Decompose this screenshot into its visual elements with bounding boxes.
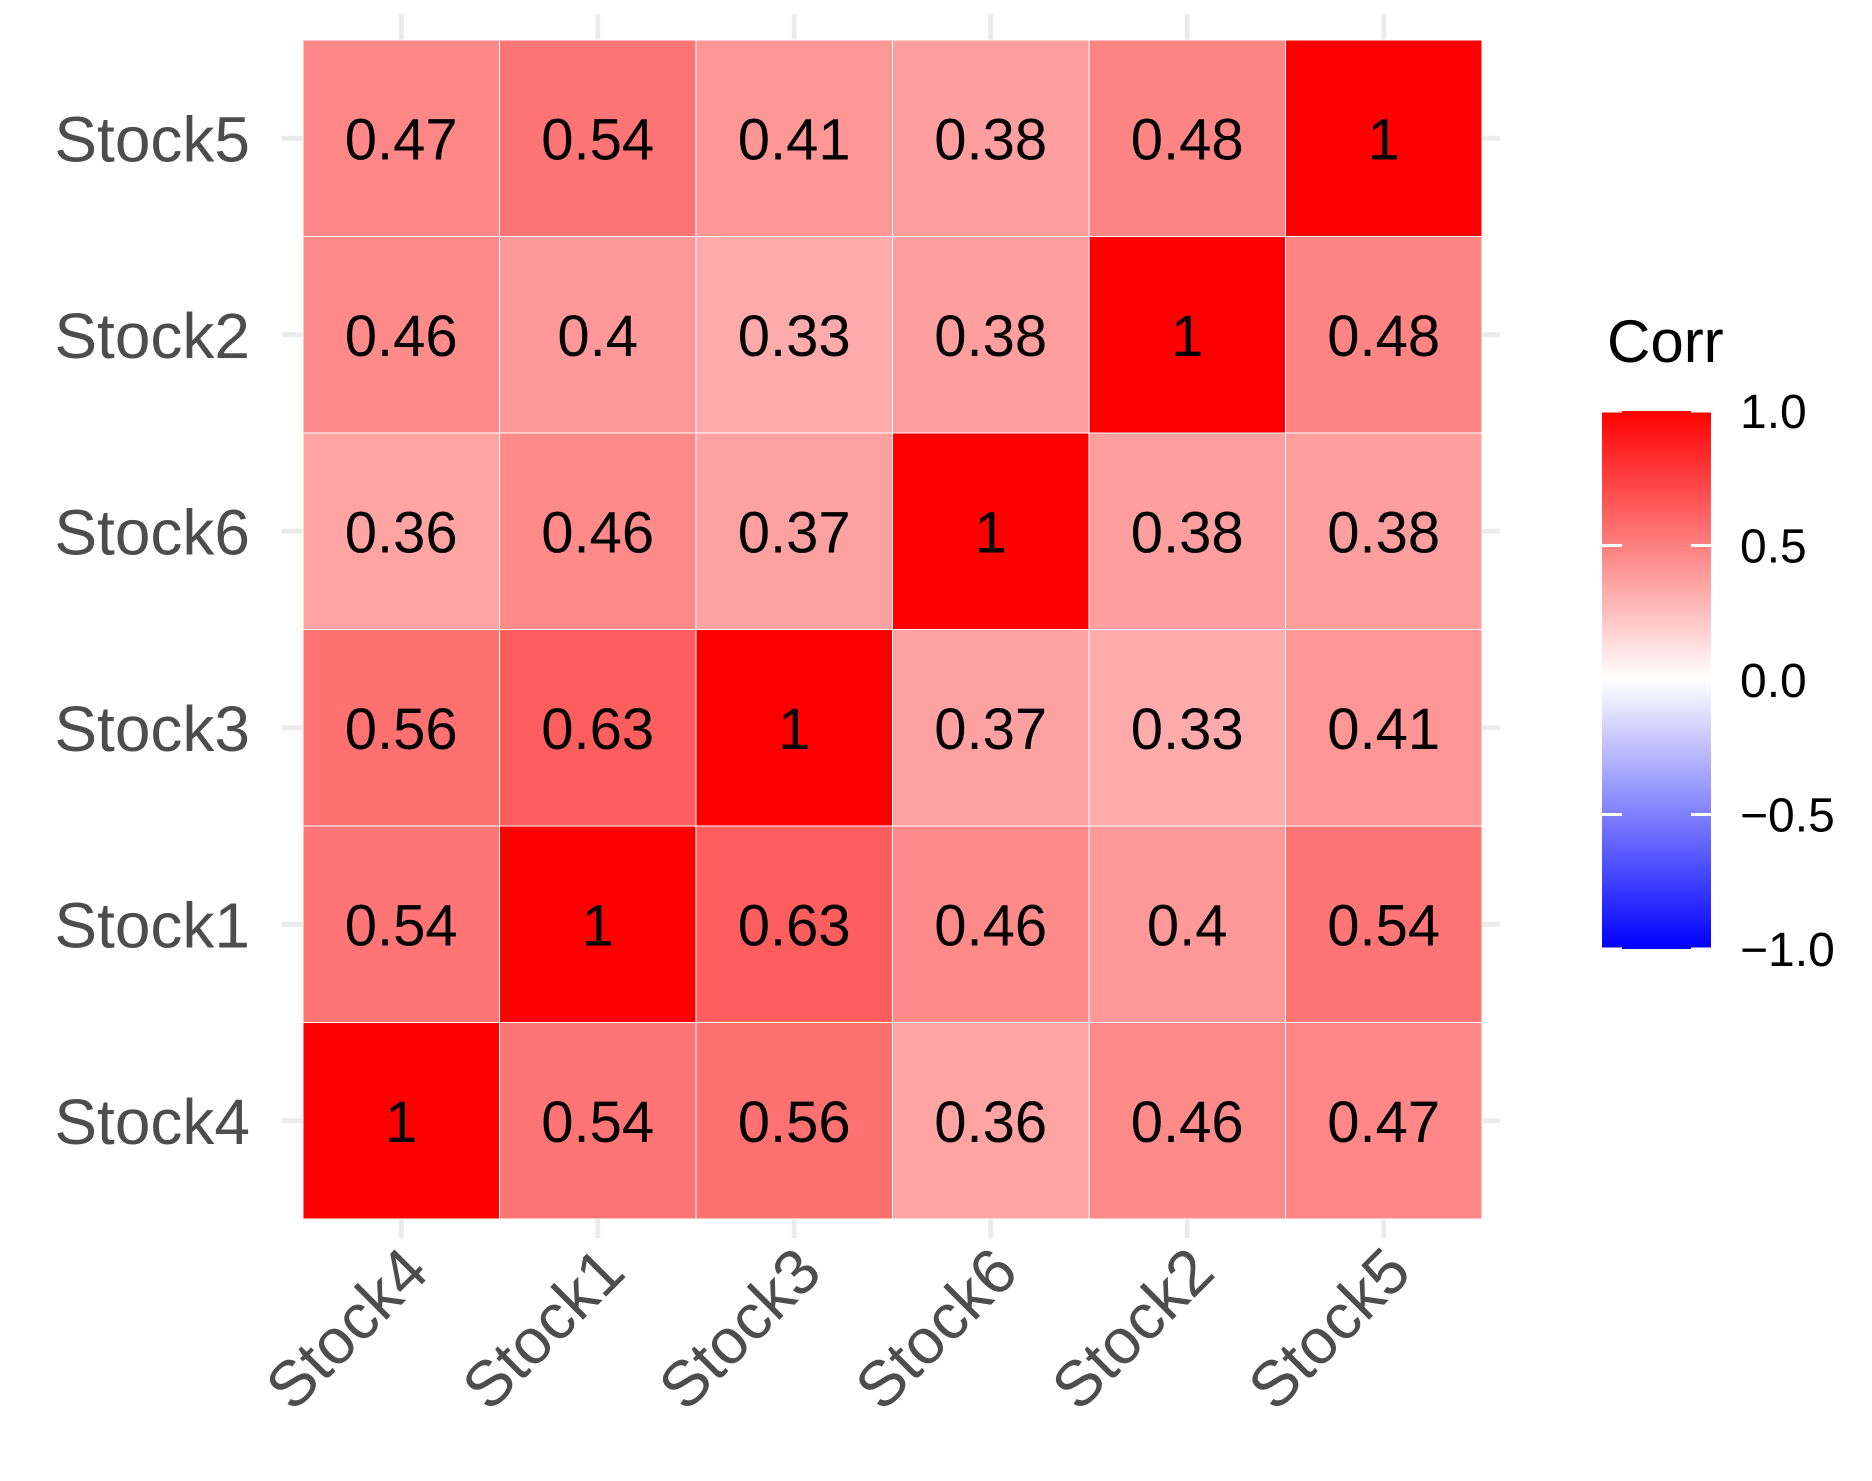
heatmap-cell <box>302 825 500 1023</box>
x-tick-label: Stock3 <box>645 1234 834 1423</box>
heatmap-cell <box>1285 825 1483 1023</box>
x-tick-label: Stock6 <box>841 1234 1030 1423</box>
heatmap-cell <box>695 629 893 827</box>
cell-value-label: 0.56 <box>345 697 458 762</box>
heatmap-cell <box>1088 629 1286 827</box>
legend-tick-label: 1.0 <box>1740 386 1807 439</box>
cell-value-label: 0.54 <box>541 107 654 172</box>
heatmap-cell <box>695 39 893 237</box>
heatmap-cell <box>892 629 1090 827</box>
heatmap-cell <box>1285 432 1483 630</box>
cell-value-label: 0.48 <box>1131 107 1244 172</box>
cell-value-label: 1 <box>1368 107 1400 172</box>
legend-tick-label: 0.0 <box>1740 655 1807 708</box>
cell-value-label: 0.38 <box>1131 500 1244 565</box>
heatmap-cell <box>1285 1022 1483 1220</box>
cell-value-label: 0.41 <box>1327 697 1440 762</box>
legend-ticks: 1.0 0.5 0.0 −0.5 −1.0 <box>1602 386 1835 977</box>
y-tick-label: Stock4 <box>54 1086 250 1158</box>
heatmap-cell <box>1088 236 1286 434</box>
cell-value-label: 1 <box>1171 304 1203 369</box>
y-tick-label: Stock2 <box>54 300 250 372</box>
heatmap-cell <box>1285 236 1483 434</box>
heatmap-cell <box>1088 39 1286 237</box>
cell-value-label: 0.46 <box>934 893 1047 958</box>
cell-value-label: 0.4 <box>1147 893 1228 958</box>
cell-value-label: 0.54 <box>1327 893 1440 958</box>
y-tick-label: Stock5 <box>54 103 250 175</box>
cell-value-label: 1 <box>778 697 810 762</box>
heatmap-cell <box>499 236 697 434</box>
heatmap-cell <box>892 825 1090 1023</box>
heatmap-cell <box>302 629 500 827</box>
heatmap-cell <box>499 39 697 237</box>
cell-value-label: 0.46 <box>1131 1090 1244 1155</box>
cell-value-label: 0.37 <box>934 697 1047 762</box>
cell-value-label: 1 <box>975 500 1007 565</box>
legend-tick-label: −1.0 <box>1740 924 1835 977</box>
heatmap-cell <box>499 629 697 827</box>
x-tick-label: Stock1 <box>448 1234 637 1423</box>
heatmap-cell <box>892 39 1090 237</box>
cell-value-label: 0.47 <box>345 107 458 172</box>
heatmap-cell <box>1088 825 1286 1023</box>
heatmap-cells <box>302 39 1483 1220</box>
heatmap-cell <box>499 432 697 630</box>
x-tick-label: Stock5 <box>1234 1234 1423 1423</box>
heatmap-cell <box>499 1022 697 1220</box>
cell-value-label: 0.54 <box>541 1090 654 1155</box>
cell-value-label: 0.47 <box>1327 1090 1440 1155</box>
heatmap-cell <box>695 236 893 434</box>
cell-value-label: 0.36 <box>934 1090 1047 1155</box>
cell-value-label: 0.33 <box>738 304 851 369</box>
cell-value-label: 0.63 <box>541 697 654 762</box>
cell-value-label: 1 <box>385 1090 417 1155</box>
cell-value-label: 0.41 <box>738 107 851 172</box>
cell-value-label: 0.38 <box>1327 500 1440 565</box>
heatmap-cell <box>302 1022 500 1220</box>
cell-value-label: 0.38 <box>934 107 1047 172</box>
legend-tick-label: 0.5 <box>1740 521 1807 574</box>
heatmap-cell <box>1088 1022 1286 1220</box>
cell-value-label: 0.38 <box>934 304 1047 369</box>
cell-value-label: 0.33 <box>1131 697 1244 762</box>
legend-title: Corr <box>1607 308 1724 375</box>
x-axis: Stock4 Stock1 Stock3 Stock6 Stock2 Stock5 <box>252 1234 1424 1423</box>
cell-value-label: 0.56 <box>738 1090 851 1155</box>
heatmap-cell <box>302 39 500 237</box>
color-legend: Corr 1.0 0.5 0.0 −0.5 −1.0 <box>1602 308 1835 977</box>
y-tick-label: Stock1 <box>54 889 250 961</box>
heatmap-cell <box>1285 629 1483 827</box>
heatmap-cell <box>1285 39 1483 237</box>
cell-value-label: 0.63 <box>738 893 851 958</box>
heatmap-cell <box>695 432 893 630</box>
cell-value-label: 1 <box>582 893 614 958</box>
x-tick-label: Stock2 <box>1038 1234 1227 1423</box>
x-tick-label: Stock4 <box>252 1234 441 1423</box>
cell-value-label: 0.46 <box>541 500 654 565</box>
cell-value-label: 0.54 <box>345 893 458 958</box>
heatmap-cell <box>892 432 1090 630</box>
cell-value-labels: 1 0.54 0.56 0.36 0.46 0.47 0.54 1 0.63 0.46 0.4 0.5… <box>345 107 1440 1155</box>
heatmap-cell <box>1088 432 1286 630</box>
cell-value-label: 0.4 <box>557 304 638 369</box>
y-axis: Stock4 Stock1 Stock3 Stock6 Stock2 Stock5 <box>54 103 250 1158</box>
y-tick-label: Stock6 <box>54 496 250 568</box>
cell-value-label: 0.48 <box>1327 304 1440 369</box>
cell-value-label: 0.46 <box>345 304 458 369</box>
cell-value-label: 0.36 <box>345 500 458 565</box>
heatmap-cell <box>499 825 697 1023</box>
heatmap-cell <box>302 432 500 630</box>
y-tick-label: Stock3 <box>54 693 250 765</box>
cell-value-label: 0.37 <box>738 500 851 565</box>
legend-tick-label: −0.5 <box>1740 790 1835 843</box>
